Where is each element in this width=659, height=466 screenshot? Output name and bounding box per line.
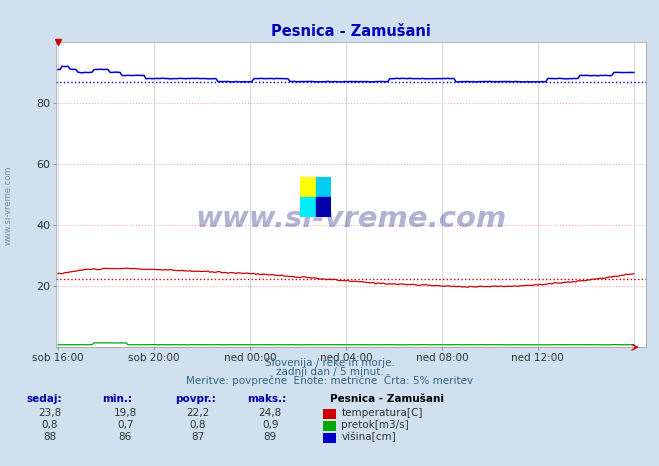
Text: Meritve: povprečne  Enote: metrične  Črta: 5% meritev: Meritve: povprečne Enote: metrične Črta:… [186, 375, 473, 386]
Text: zadnji dan / 5 minut.: zadnji dan / 5 minut. [275, 367, 384, 377]
Text: Slovenija / reke in morje.: Slovenija / reke in morje. [264, 358, 395, 368]
Polygon shape [316, 197, 331, 217]
Text: maks.:: maks.: [247, 394, 287, 404]
Text: www.si-vreme.com: www.si-vreme.com [3, 165, 13, 245]
Text: povpr.:: povpr.: [175, 394, 215, 404]
Text: 0,8: 0,8 [41, 420, 58, 430]
Text: 24,8: 24,8 [258, 408, 282, 418]
Text: pretok[m3/s]: pretok[m3/s] [341, 420, 409, 430]
Text: 0,7: 0,7 [117, 420, 134, 430]
Text: višina[cm]: višina[cm] [341, 432, 396, 442]
Text: 87: 87 [191, 432, 204, 442]
Title: Pesnica - Zamušani: Pesnica - Zamušani [271, 24, 431, 40]
Text: 0,8: 0,8 [189, 420, 206, 430]
Text: temperatura[C]: temperatura[C] [341, 408, 423, 418]
Text: 86: 86 [119, 432, 132, 442]
Text: 19,8: 19,8 [113, 408, 137, 418]
Text: sedaj:: sedaj: [26, 394, 62, 404]
Text: 22,2: 22,2 [186, 408, 210, 418]
Text: www.si-vreme.com: www.si-vreme.com [195, 205, 507, 233]
Text: min.:: min.: [102, 394, 132, 404]
Polygon shape [300, 197, 316, 217]
Polygon shape [300, 177, 316, 197]
Text: 89: 89 [264, 432, 277, 442]
Text: 88: 88 [43, 432, 56, 442]
Text: Pesnica - Zamušani: Pesnica - Zamušani [330, 394, 444, 404]
Text: 23,8: 23,8 [38, 408, 61, 418]
Text: 0,9: 0,9 [262, 420, 279, 430]
Polygon shape [316, 177, 331, 197]
